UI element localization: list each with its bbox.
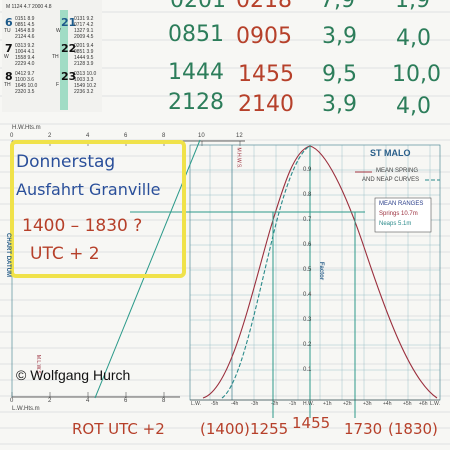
factor-tick-02: 0.2 xyxy=(303,342,312,348)
calendar-strip xyxy=(2,0,102,112)
factor-tick-05: 0.5 xyxy=(303,267,312,273)
cal-day-6: 6 xyxy=(5,16,13,29)
factor-tick-01: 0.1 xyxy=(303,367,312,373)
neap-curve xyxy=(221,145,311,399)
factor-tick-07: 0.7 xyxy=(303,217,312,223)
hw-tick-12: 12 xyxy=(236,133,243,139)
ranges-title: MEAN RANGES xyxy=(379,201,424,207)
factor-label: Factor xyxy=(318,261,325,281)
lw-tick-8: 8 xyxy=(162,398,166,404)
hw-tick-2: 2 xyxy=(48,133,52,139)
hw-tick-0: 0 xyxy=(10,133,14,139)
factor-tick-03: 0.3 xyxy=(303,317,312,323)
highlight-box xyxy=(10,140,186,278)
note-time-1730: 1730 xyxy=(344,420,383,438)
lw-tick-6: 6 xyxy=(124,398,128,404)
cal-day-7: 7 xyxy=(5,42,13,55)
cal-dow-7: W xyxy=(4,54,9,60)
note-utc: UTC + 2 xyxy=(30,244,100,264)
legend-neap: AND NEAP CURVES xyxy=(362,177,420,183)
chart-datum-label: CHART DATUM xyxy=(4,233,11,277)
note-time-1400: (1400) xyxy=(200,420,250,438)
cal-dow-23: F xyxy=(56,82,60,88)
lw-hts-label: L.W.Hts.m xyxy=(12,406,40,412)
station-name: ST MALO xyxy=(370,148,411,158)
note-time-1830: (1830) xyxy=(388,420,438,438)
cal-day-22: 22 xyxy=(61,42,77,55)
hw-hts-label: H.W.Hts.m xyxy=(12,125,41,131)
cal-dow-21: W xyxy=(56,28,61,34)
note-day: Donnerstag xyxy=(16,152,116,172)
factor-tick-09: 0.9 xyxy=(303,167,312,173)
note-time-1455: 1455 xyxy=(292,414,331,432)
cal-dow-6: TU xyxy=(4,28,11,34)
note-rot-utc: ROT UTC +2 xyxy=(72,420,165,438)
factor-tick-04: 0.4 xyxy=(303,292,312,298)
legend-spring: MEAN SPRING xyxy=(376,168,419,174)
hw-tick-8: 8 xyxy=(162,133,166,139)
note-time-1255: 1255 xyxy=(250,420,289,438)
neaps-range: Neaps 5.1m xyxy=(379,221,412,227)
lw-tick-0: 0 xyxy=(10,398,14,404)
springs-range: Springs 10.7m xyxy=(379,211,418,217)
factor-tick-06: 0.6 xyxy=(303,242,312,248)
cal-day-8: 8 xyxy=(5,70,13,83)
hw-tick-10: 10 xyxy=(198,133,205,139)
note-trip: Ausfahrt Granville xyxy=(16,180,161,199)
cal-dow-22: TH xyxy=(52,54,59,60)
hw-tick-4: 4 xyxy=(86,133,90,139)
note-times: 1400 – 1830 ? xyxy=(22,216,143,236)
lw-tick-2: 2 xyxy=(48,398,52,404)
cal-day-23: 23 xyxy=(61,70,77,83)
mhws-label: M.H.W.S. xyxy=(235,147,242,169)
factor-tick-08: 0.8 xyxy=(303,192,312,198)
lw-tick-4: 4 xyxy=(86,398,90,404)
cal-dow-8: TH xyxy=(4,82,11,88)
cal-day-21: 21 xyxy=(61,16,77,29)
hw-tick-6: 6 xyxy=(124,133,128,139)
copyright: © Wolfgang Hurch xyxy=(16,367,131,383)
